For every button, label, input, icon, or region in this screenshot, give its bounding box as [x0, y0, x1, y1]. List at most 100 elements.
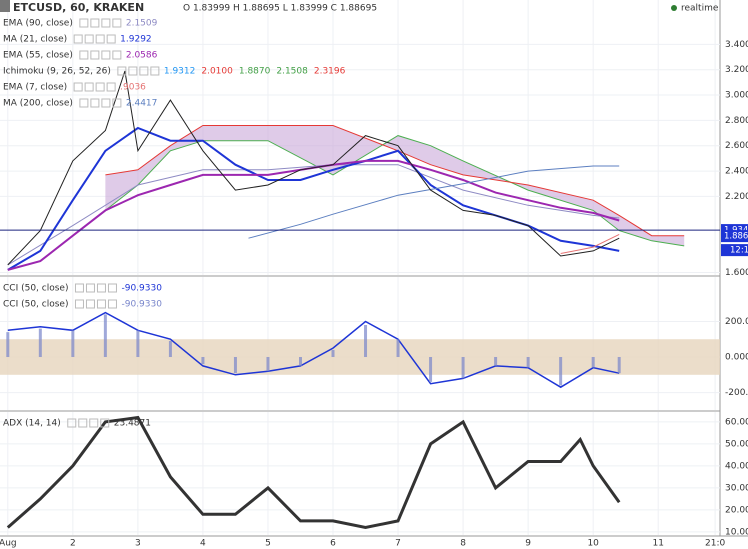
legend-button — [107, 283, 117, 293]
status: realtime — [681, 4, 719, 14]
legend-button — [112, 18, 122, 28]
x-tick-label: 7 — [395, 539, 401, 549]
chart-title: ETCUSD, 60, KRAKEN — [13, 1, 144, 14]
logo — [0, 0, 10, 12]
legend-label: EMA (55, close) — [3, 51, 73, 61]
x-tick-label: 21:0 — [705, 539, 725, 549]
y-tick-label: 2.6000 — [725, 141, 748, 151]
legend-value: 2.1509 — [126, 19, 158, 29]
legend-label: EMA (7, close) — [3, 83, 67, 93]
legend-button — [139, 66, 149, 76]
legend-label: MA (21, close) — [3, 35, 67, 45]
price-line — [7, 70, 620, 266]
y-tick-label: 40.000 — [725, 461, 748, 471]
legend-value: 23.4871 — [114, 419, 151, 429]
legend-button — [106, 82, 116, 92]
band — [0, 339, 720, 375]
legend-value: 1.8870 — [239, 67, 271, 77]
legend-button — [90, 18, 100, 28]
x-tick-label: 4 — [200, 539, 206, 549]
legend-button — [96, 299, 106, 309]
legend-button — [100, 418, 110, 428]
legend-value: -90.9330 — [121, 300, 162, 310]
legend-label: CCI (50, close) — [3, 284, 68, 294]
legend-button — [73, 34, 83, 44]
y-tick-label: 200.00 — [725, 317, 748, 327]
legend-label: ADX (14, 14) — [3, 419, 61, 429]
legend-button — [89, 418, 99, 428]
legend-button — [112, 50, 122, 60]
span-a — [105, 135, 685, 247]
legend-button — [95, 34, 105, 44]
y-tick-label: 2.2000 — [725, 192, 748, 202]
legend-button — [90, 98, 100, 108]
price-label: 1.8869 — [724, 232, 748, 242]
legend-value: -90.9330 — [121, 284, 162, 294]
y-tick-label: 60.000 — [725, 417, 748, 427]
y-tick-label: 2.4000 — [725, 167, 748, 177]
series-line — [560, 233, 620, 254]
series-line — [7, 159, 620, 271]
x-tick-label: 3 — [135, 539, 141, 549]
legend-label: EMA (90, close) — [3, 19, 73, 29]
y-tick-label: 0.0000 — [725, 353, 748, 363]
span-b — [105, 125, 685, 237]
legend-value: 1.9292 — [120, 35, 152, 45]
x-tick-label: 2 — [70, 539, 76, 549]
legend-value: 2.0100 — [201, 67, 233, 77]
legend-button — [67, 418, 77, 428]
y-tick-label: 30.000 — [725, 483, 748, 493]
y-tick-label: 3.4000 — [725, 40, 748, 50]
legend-button — [74, 299, 84, 309]
legend-button — [128, 66, 138, 76]
legend-button — [107, 299, 117, 309]
y-tick-label: 10.000 — [725, 527, 748, 537]
x-tick-label: 10 — [587, 539, 599, 549]
status-dot — [671, 5, 677, 11]
legend-value: 2.1508 — [276, 67, 308, 77]
x-tick-label: Aug — [0, 539, 17, 549]
legend-button — [117, 66, 127, 76]
legend-button — [79, 18, 89, 28]
y-tick-label: 3.2000 — [725, 65, 748, 75]
legend-button — [78, 418, 88, 428]
legend-button — [84, 82, 94, 92]
ohlc: O 1.83999 H 1.88695 L 1.83999 C 1.88695 — [183, 4, 377, 14]
x-tick-label: 9 — [525, 539, 531, 549]
y-tick-label: 20.000 — [725, 505, 748, 515]
series-line — [6, 415, 621, 530]
y-tick-label: -200.00 — [725, 388, 748, 398]
x-tick-label: 5 — [265, 539, 271, 549]
legend-value: 1.9312 — [164, 67, 196, 77]
countdown: 12:1 — [730, 246, 748, 256]
x-tick-label: 6 — [330, 539, 336, 549]
y-tick-label: 3.0000 — [725, 91, 748, 101]
legend-button — [74, 283, 84, 293]
legend-button — [84, 34, 94, 44]
legend-button — [101, 50, 111, 60]
x-tick-label: 11 — [652, 539, 663, 549]
legend-label: Ichimoku (9, 26, 52, 26) — [3, 67, 111, 77]
y-tick-label: 1.6000 — [725, 268, 748, 278]
legend-button — [112, 98, 122, 108]
legend-button — [85, 299, 95, 309]
legend-value: 2.4417 — [126, 99, 158, 109]
legend-button — [90, 50, 100, 60]
x-tick-label: 8 — [460, 539, 466, 549]
legend-button — [73, 82, 83, 92]
legend-value: 2.0586 — [126, 51, 158, 61]
legend-button — [101, 18, 111, 28]
legend-button — [79, 50, 89, 60]
legend-button — [85, 283, 95, 293]
legend-label: MA (200, close) — [3, 99, 73, 109]
legend-button — [96, 283, 106, 293]
y-tick-label: 50.000 — [725, 439, 748, 449]
price-label-box — [721, 230, 748, 243]
plot — [0, 0, 720, 535]
y-tick-label: 2.8000 — [725, 116, 748, 126]
legend-button — [150, 66, 160, 76]
legend-label: CCI (50, close) — [3, 300, 68, 310]
